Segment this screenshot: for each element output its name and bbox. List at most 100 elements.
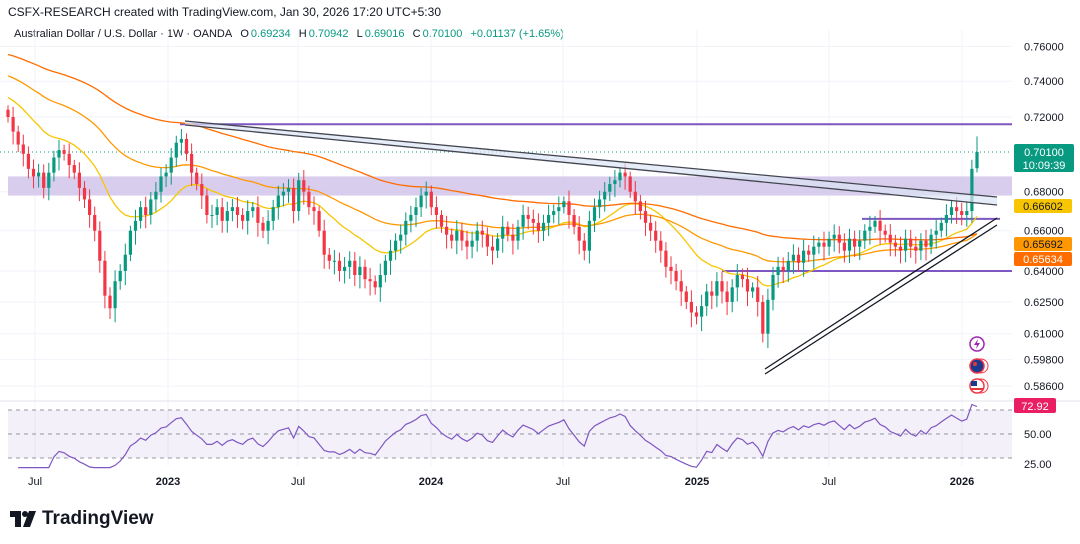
candle-body xyxy=(455,230,459,241)
candle xyxy=(552,204,556,224)
candle-body xyxy=(246,211,250,221)
candle xyxy=(802,239,806,277)
candle-body xyxy=(251,207,255,212)
candle xyxy=(149,191,153,225)
candle xyxy=(154,182,158,212)
price-tick-label: 0.74000 xyxy=(1024,76,1064,88)
candle-body xyxy=(955,207,959,212)
candle xyxy=(322,219,326,269)
candle xyxy=(358,256,362,289)
candle-body xyxy=(796,254,801,263)
candle-body xyxy=(149,199,153,215)
price-tick-label: 0.76000 xyxy=(1024,41,1064,53)
candle xyxy=(715,272,719,308)
australia-flag-icon[interactable] xyxy=(969,358,989,374)
candle xyxy=(689,290,693,328)
candle-body xyxy=(424,191,428,196)
symbol-name[interactable]: Australian Dollar / U.S. Dollar · 1W · O… xyxy=(14,28,233,40)
candle-body xyxy=(123,254,127,271)
candle xyxy=(694,306,699,325)
price-tick-label: 0.59800 xyxy=(1024,355,1064,367)
candle-body xyxy=(21,144,25,154)
candle xyxy=(567,190,571,229)
candle-body xyxy=(312,207,316,212)
candle xyxy=(674,263,678,291)
candle-body xyxy=(388,250,393,261)
rsi-badge xyxy=(1014,398,1056,413)
trendlines[interactable] xyxy=(184,120,998,375)
candle xyxy=(939,217,943,238)
candle-body xyxy=(582,240,586,251)
candle-body xyxy=(669,266,673,271)
candle xyxy=(577,216,581,255)
candle xyxy=(883,224,887,243)
candle xyxy=(776,256,780,288)
candle-body xyxy=(434,207,438,215)
lightning-event-icon[interactable] xyxy=(969,336,985,352)
low-label: L xyxy=(356,28,363,40)
time-axis[interactable]: Jul 2023 Jul 2024 Jul 2025 Jul 2026 xyxy=(28,476,974,488)
us-flag-icon[interactable] xyxy=(969,378,989,394)
candle-body xyxy=(159,176,163,192)
time-tick-label: 2025 xyxy=(685,476,709,488)
low-value: 0.69016 xyxy=(364,28,405,40)
candle xyxy=(837,226,841,254)
time-tick-label: Jul xyxy=(822,476,836,488)
candle xyxy=(72,159,76,180)
candle xyxy=(878,209,882,245)
candle-body xyxy=(128,230,132,255)
candle xyxy=(251,202,255,218)
candle xyxy=(67,143,71,179)
candle-body xyxy=(715,281,719,296)
candle xyxy=(312,196,316,225)
candle xyxy=(378,263,382,302)
candle-body xyxy=(888,234,892,243)
candle xyxy=(88,189,92,228)
price-axis[interactable]: 0.76000 0.74000 0.72000 0.68000 0.66000 0.640… xyxy=(1024,41,1064,393)
candle-body xyxy=(700,306,704,317)
candle xyxy=(256,196,260,237)
candle-body xyxy=(6,109,10,117)
candle xyxy=(302,169,306,205)
candle-body xyxy=(42,172,46,188)
candle xyxy=(42,164,46,199)
candle xyxy=(496,232,500,259)
candle xyxy=(57,139,61,171)
candle-body xyxy=(399,234,403,241)
candle xyxy=(139,201,143,229)
candle-body xyxy=(414,207,418,215)
candle-body xyxy=(587,220,591,251)
event-icons[interactable] xyxy=(969,336,989,394)
candle xyxy=(31,159,36,189)
candle-body xyxy=(592,207,597,221)
candle xyxy=(348,251,352,279)
candle-body xyxy=(603,191,607,200)
candle-body xyxy=(144,207,148,215)
candle-body xyxy=(613,180,617,185)
candle xyxy=(975,136,979,173)
candle xyxy=(327,248,331,270)
time-tick-label: 2026 xyxy=(950,476,974,488)
candle-body xyxy=(863,230,867,241)
candle-body xyxy=(761,301,765,334)
candle xyxy=(587,210,591,264)
candle xyxy=(353,252,357,287)
candle-body xyxy=(118,270,122,282)
candle-body xyxy=(934,230,938,235)
candle xyxy=(266,210,270,245)
candle xyxy=(429,185,433,216)
candle-body xyxy=(623,172,627,177)
candle xyxy=(904,229,908,263)
candle xyxy=(654,221,658,253)
tradingview-logo[interactable]: TradingView xyxy=(10,508,154,530)
ma1-badge xyxy=(1014,199,1072,213)
candle xyxy=(970,159,974,223)
candle-body xyxy=(363,266,367,280)
candle-body xyxy=(368,279,372,282)
candle xyxy=(317,206,321,237)
candle xyxy=(144,196,148,229)
descending-trendline xyxy=(184,124,998,206)
candle-body xyxy=(200,184,204,196)
candle xyxy=(858,230,862,261)
